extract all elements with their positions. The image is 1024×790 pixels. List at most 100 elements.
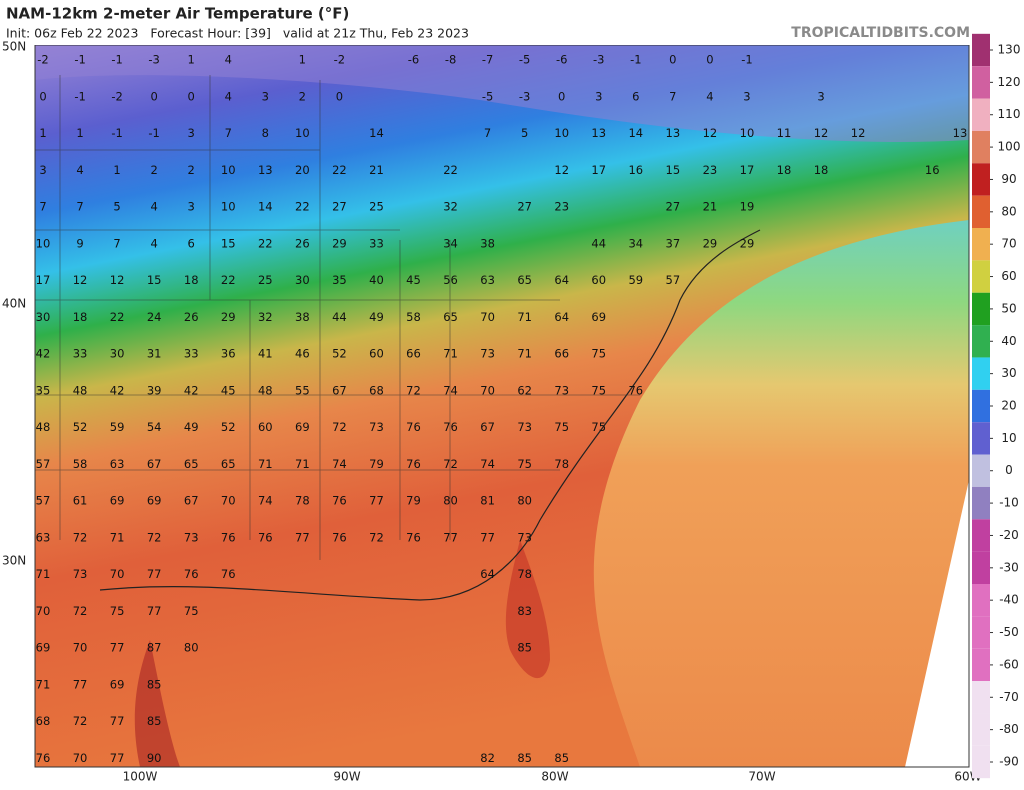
station-temperature: 85 <box>554 751 569 765</box>
station-temperature: 4 <box>706 89 713 103</box>
station-temperature: 45 <box>221 383 236 397</box>
station-temperature: 15 <box>221 236 236 250</box>
station-temperature: 2 <box>188 163 195 177</box>
station-temperature: 0 <box>558 89 565 103</box>
station-temperature: 69 <box>147 494 162 508</box>
station-temperature: 18 <box>814 163 829 177</box>
station-temperature: 16 <box>628 163 643 177</box>
station-temperature: 77 <box>295 530 310 544</box>
station-temperature: 64 <box>480 567 495 581</box>
station-temperature: -2 <box>334 53 345 67</box>
longitude-label: 100W <box>123 770 158 784</box>
station-temperature: 5 <box>521 126 528 140</box>
station-temperature: 71 <box>258 457 273 471</box>
latitude-label: 40N <box>2 297 26 311</box>
station-temperature: 1 <box>39 126 46 140</box>
station-temperature: 46 <box>295 347 310 361</box>
station-temperature: 17 <box>591 163 606 177</box>
colorbar-label: 120 <box>998 75 1021 89</box>
colorbar-segment <box>972 260 990 293</box>
station-temperature: -7 <box>482 53 493 67</box>
station-temperature: 74 <box>332 457 347 471</box>
station-temperature: 10 <box>740 126 755 140</box>
colorbar-segment <box>972 486 990 520</box>
station-temperature: 75 <box>591 420 606 434</box>
station-temperature: 0 <box>706 53 713 67</box>
station-temperature: 76 <box>406 457 421 471</box>
station-temperature: 15 <box>666 163 681 177</box>
station-temperature: 62 <box>517 383 532 397</box>
station-temperature: 41 <box>258 347 273 361</box>
station-temperature: -3 <box>519 89 530 103</box>
station-temperature: 82 <box>480 751 495 765</box>
station-temperature: 73 <box>554 383 569 397</box>
station-temperature: -1 <box>111 53 122 67</box>
station-temperature: 72 <box>73 604 88 618</box>
station-temperature: 38 <box>295 310 310 324</box>
station-temperature: 76 <box>332 494 347 508</box>
station-temperature: 35 <box>36 383 51 397</box>
station-temperature: 69 <box>591 310 606 324</box>
station-temperature: 74 <box>258 494 273 508</box>
colorbar-label: 20 <box>1001 399 1016 413</box>
station-temperature: 76 <box>258 530 273 544</box>
station-temperature: 85 <box>517 751 532 765</box>
station-temperature: -1 <box>148 126 159 140</box>
station-temperature: 70 <box>480 383 495 397</box>
station-temperature: 64 <box>554 310 569 324</box>
station-temperature: 12 <box>851 126 866 140</box>
station-temperature: 23 <box>554 200 569 214</box>
station-temperature: 37 <box>666 236 681 250</box>
station-temperature: -6 <box>556 53 567 67</box>
station-temperature: 12 <box>814 126 829 140</box>
station-temperature: 32 <box>443 200 458 214</box>
station-temperature: 44 <box>332 310 347 324</box>
station-temperature: 77 <box>147 567 162 581</box>
station-temperature: 75 <box>554 420 569 434</box>
station-temperature: 22 <box>221 273 236 287</box>
station-temperature: 80 <box>184 641 199 655</box>
station-temperature: 75 <box>184 604 199 618</box>
station-temperature: 71 <box>443 347 458 361</box>
station-temperature: 68 <box>36 714 51 728</box>
station-temperature: 24 <box>147 310 162 324</box>
station-temperature: 6 <box>632 89 639 103</box>
station-temperature: 7 <box>225 126 232 140</box>
station-temperature: 65 <box>221 457 236 471</box>
station-temperature: 57 <box>36 494 51 508</box>
colorbar-segment <box>972 228 990 261</box>
colorbar-label: -40 <box>999 593 1019 607</box>
station-temperature: -2 <box>37 53 48 67</box>
station-temperature: 79 <box>369 457 384 471</box>
station-temperature: 77 <box>443 530 458 544</box>
station-temperature: 29 <box>332 236 347 250</box>
station-temperature: 7 <box>39 200 46 214</box>
station-temperature: 19 <box>740 200 755 214</box>
station-temperature: 65 <box>443 310 458 324</box>
station-temperature: 4 <box>150 200 157 214</box>
station-temperature: 18 <box>184 273 199 287</box>
station-temperature: 73 <box>73 567 88 581</box>
station-temperature: 12 <box>554 163 569 177</box>
station-temperature: 25 <box>258 273 273 287</box>
station-temperature: -2 <box>111 89 122 103</box>
station-temperature: 75 <box>517 457 532 471</box>
colorbar-label: 0 <box>1005 463 1013 477</box>
station-temperature: 30 <box>110 347 125 361</box>
station-temperature: 72 <box>369 530 384 544</box>
station-temperature: 35 <box>332 273 347 287</box>
station-temperature: 71 <box>36 567 51 581</box>
station-temperature: 71 <box>110 530 125 544</box>
station-temperature: 73 <box>369 420 384 434</box>
colorbar-segment <box>972 357 990 390</box>
station-temperature: 77 <box>369 494 384 508</box>
colorbar-segment <box>972 130 990 164</box>
station-temperature: 44 <box>591 236 606 250</box>
colorbar: 1301201101009080706050403020100-10-20-30… <box>972 33 1021 779</box>
colorbar-segment <box>972 389 990 423</box>
station-temperature: 67 <box>332 383 347 397</box>
station-temperature: 75 <box>591 383 606 397</box>
station-temperature: 70 <box>73 751 88 765</box>
station-temperature: 72 <box>443 457 458 471</box>
station-temperature: 11 <box>777 126 792 140</box>
